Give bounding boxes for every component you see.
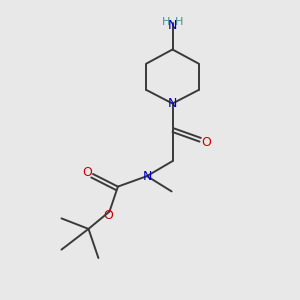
Text: N: N	[142, 169, 152, 183]
Text: N: N	[168, 97, 177, 110]
Text: O: O	[103, 209, 113, 222]
Text: H: H	[161, 17, 170, 27]
Text: N: N	[168, 19, 177, 32]
Text: H: H	[175, 17, 184, 27]
Text: O: O	[202, 136, 211, 149]
Text: O: O	[82, 166, 92, 179]
